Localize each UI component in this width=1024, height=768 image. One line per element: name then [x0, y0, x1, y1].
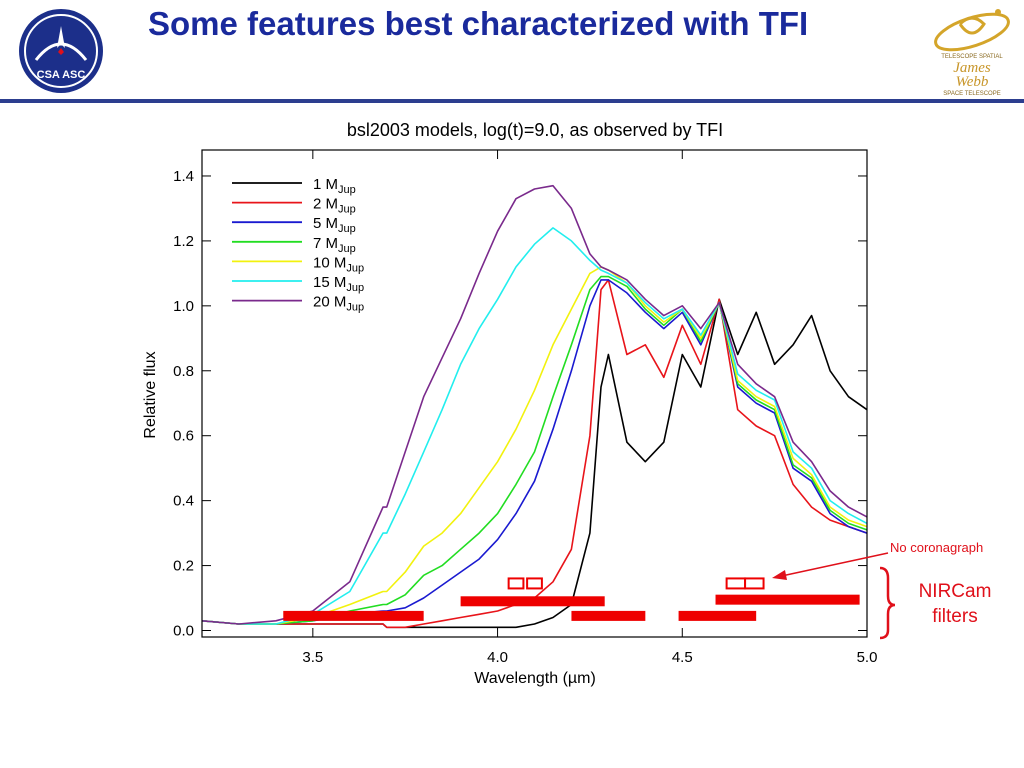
legend-label-6: 20 MJup	[313, 294, 364, 314]
nircam-filter-bar	[571, 610, 646, 621]
no-coronagraph-arrow	[776, 552, 889, 578]
x-tick-label: 4.0	[487, 649, 508, 666]
x-tick-label: 5.0	[857, 649, 878, 666]
y-tick-label: 1.4	[173, 168, 194, 185]
series-line-1	[201, 279, 868, 629]
y-tick-label: 1.0	[173, 298, 194, 315]
x-tick-label: 4.5	[672, 649, 693, 666]
x-tick-label: 3.5	[302, 649, 323, 666]
nircam-filter-bar	[460, 596, 605, 607]
y-tick-label: 0.2	[173, 558, 194, 575]
x-axis-label: Wavelength (µm)	[474, 670, 596, 687]
jwst-logo-line4: SPACE TELESCOPE	[943, 91, 1000, 97]
open-filter-box	[725, 577, 747, 590]
y-tick-label: 1.2	[173, 233, 194, 250]
open-filter-box	[526, 577, 543, 590]
open-filter-box	[507, 577, 525, 590]
series-line-4	[201, 266, 868, 625]
nircam-filters-label: NIRCam filters	[918, 581, 992, 627]
legend-label-0: 1 MJup	[313, 176, 356, 196]
nircam-filter-bar	[283, 610, 424, 621]
y-tick-label: 0.6	[173, 428, 194, 445]
legend-label-4: 10 MJup	[313, 254, 364, 274]
slide-title: Some features best characterized with TF…	[148, 5, 809, 42]
nircam-filter-bar	[678, 610, 757, 621]
y-tick-label: 0.4	[173, 493, 194, 510]
jwst-logo-line2: James	[953, 60, 991, 76]
y-axis-label: Relative flux	[142, 351, 159, 438]
legend-label-5: 15 MJup	[313, 274, 364, 294]
no-coronagraph-label: No coronagraph	[890, 540, 984, 555]
open-filter-box	[744, 577, 765, 590]
chart-title: bsl2003 models, log(t)=9.0, as observed …	[347, 120, 723, 140]
jwst-logo-line3: Webb	[956, 74, 989, 90]
title-rule	[0, 99, 1024, 103]
nircam-filter-bar	[715, 594, 860, 605]
csa-logo: CSA ASC	[19, 9, 103, 93]
plot-frame	[201, 149, 868, 638]
y-tick-label: 0.0	[173, 623, 194, 640]
arrow-head-icon	[772, 570, 787, 580]
series-line-3	[201, 275, 868, 625]
jwst-logo-line1: TELESCOPE SPATIAL	[941, 54, 1003, 60]
legend-label-3: 7 MJup	[313, 235, 356, 255]
series-line-6	[201, 184, 868, 625]
legend-label-2: 5 MJup	[313, 215, 356, 235]
legend-label-1: 2 MJup	[313, 196, 356, 216]
jwst-logo: TELESCOPE SPATIAL James Webb SPACE TELES…	[934, 9, 1010, 97]
nircam-brace	[879, 566, 896, 640]
csa-logo-text: CSA ASC	[37, 69, 86, 81]
series-line-5	[201, 227, 868, 625]
y-tick-label: 0.8	[173, 363, 194, 380]
